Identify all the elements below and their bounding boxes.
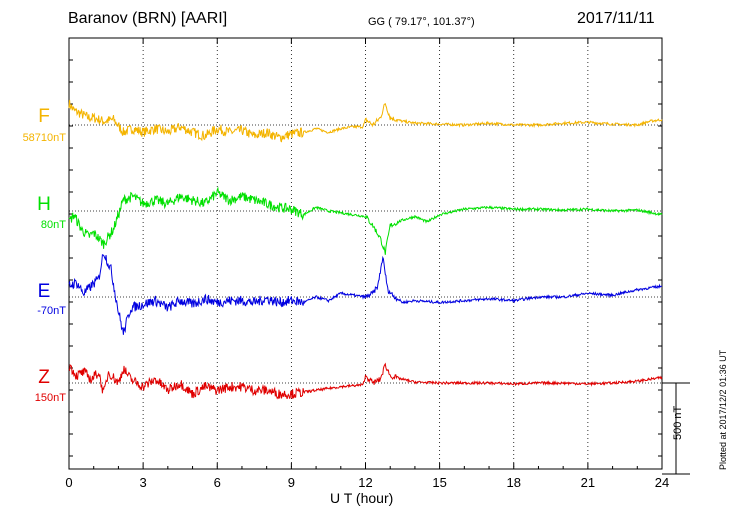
- x-tick-label: 12: [358, 475, 372, 490]
- baseline-label-e: -70nT: [37, 305, 66, 317]
- component-label-e: E: [37, 281, 51, 302]
- series-line-h: [68, 186, 663, 255]
- x-tick-label: 21: [581, 475, 595, 490]
- series-line-f: [68, 99, 663, 143]
- component-label-z: Z: [38, 367, 50, 388]
- component-label-h: H: [37, 194, 51, 215]
- x-tick-label: 3: [140, 475, 147, 490]
- x-tick-label: 18: [507, 475, 521, 490]
- component-label-f: F: [38, 106, 50, 127]
- series-line-e: [68, 254, 663, 335]
- x-tick-label: 9: [288, 475, 295, 490]
- x-tick-label: 0: [65, 475, 72, 490]
- station-title: Baranov (BRN) [AARI]: [68, 10, 228, 27]
- x-axis-label: U T (hour): [330, 490, 394, 506]
- scale-bar-label: 500 nT: [672, 405, 684, 440]
- plotted-timestamp: Plotted at 2017/12/2 01:36 UT: [718, 349, 728, 470]
- baseline-label-f: 58710nT: [22, 132, 66, 144]
- coordinates-label: GG ( 79.17°, 101.37°): [368, 16, 475, 28]
- baseline-label-h: 80nT: [40, 219, 66, 231]
- date-label: 2017/11/11: [577, 10, 655, 27]
- x-tick-label: 24: [655, 475, 669, 490]
- baseline-label-z: 150nT: [34, 392, 66, 404]
- x-tick-label: 15: [432, 475, 446, 490]
- series-line-z: [68, 362, 663, 400]
- x-tick-label: 6: [214, 475, 221, 490]
